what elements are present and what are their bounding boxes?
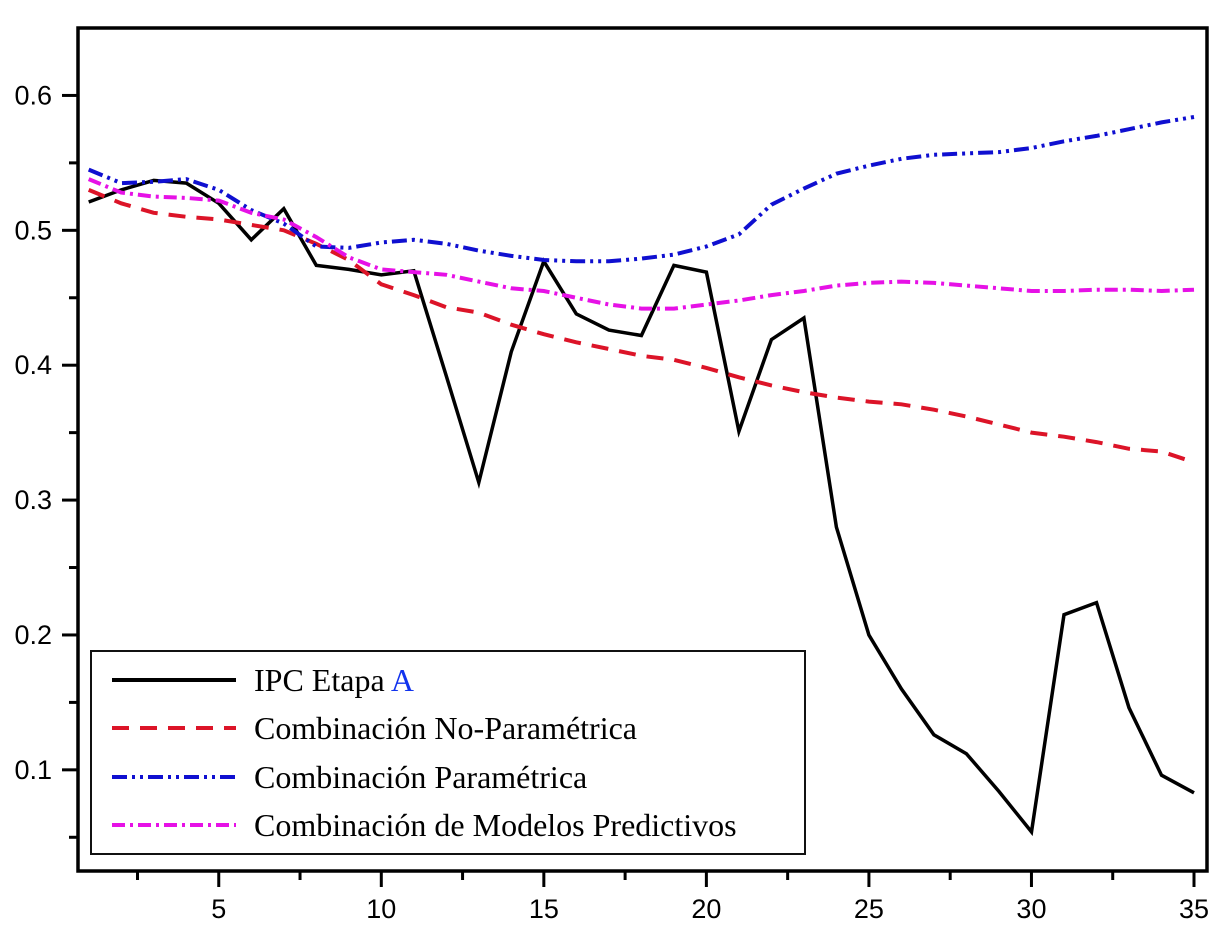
x-tick-label: 20 xyxy=(691,894,721,924)
x-tick-label: 5 xyxy=(211,894,226,924)
legend-label-part: IPC Etapa xyxy=(254,662,391,699)
legend-item-3: Combinación de Modelos Predictivos xyxy=(92,802,804,848)
series-line-1 xyxy=(87,188,1195,465)
y-tick-label: 0.4 xyxy=(14,350,52,380)
legend-line-sample-1 xyxy=(112,726,236,731)
legend-line-sample-2 xyxy=(112,774,236,779)
legend-item-0: IPC Etapa A xyxy=(92,657,804,703)
legend-line-sample-3 xyxy=(112,822,236,827)
x-tick-label: 15 xyxy=(529,894,559,924)
y-tick-label: 0.2 xyxy=(14,620,52,650)
legend-label-3: Combinación de Modelos Predictivos xyxy=(254,806,737,843)
legend-label-2: Combinación Paramétrica xyxy=(254,758,588,795)
x-tick-label: 25 xyxy=(854,894,884,924)
legend-label-part: A xyxy=(390,662,414,699)
legend-item-1: Combinación No-Paramétrica xyxy=(92,705,804,751)
x-tick-label: 35 xyxy=(1179,894,1209,924)
y-tick-label: 0.3 xyxy=(14,485,52,515)
plot-border xyxy=(76,26,1209,873)
legend-label-1: Combinación No-Paramétrica xyxy=(254,710,637,747)
y-tick-label: 0.1 xyxy=(14,755,52,785)
series-line-2 xyxy=(87,115,1195,264)
legend-item-2: Combinación Paramétrica xyxy=(92,754,804,800)
legend: IPC Etapa A Combinación No-Paramétrica Com… xyxy=(90,650,806,855)
series-line-3 xyxy=(87,177,1195,311)
legend-line-sample-0 xyxy=(112,678,236,683)
x-tick-label: 30 xyxy=(1016,894,1046,924)
y-tick-label: 0.5 xyxy=(14,215,52,245)
x-tick-label: 10 xyxy=(366,894,396,924)
legend-label-0: IPC Etapa A xyxy=(254,664,414,696)
y-tick-label: 0.6 xyxy=(14,80,52,110)
